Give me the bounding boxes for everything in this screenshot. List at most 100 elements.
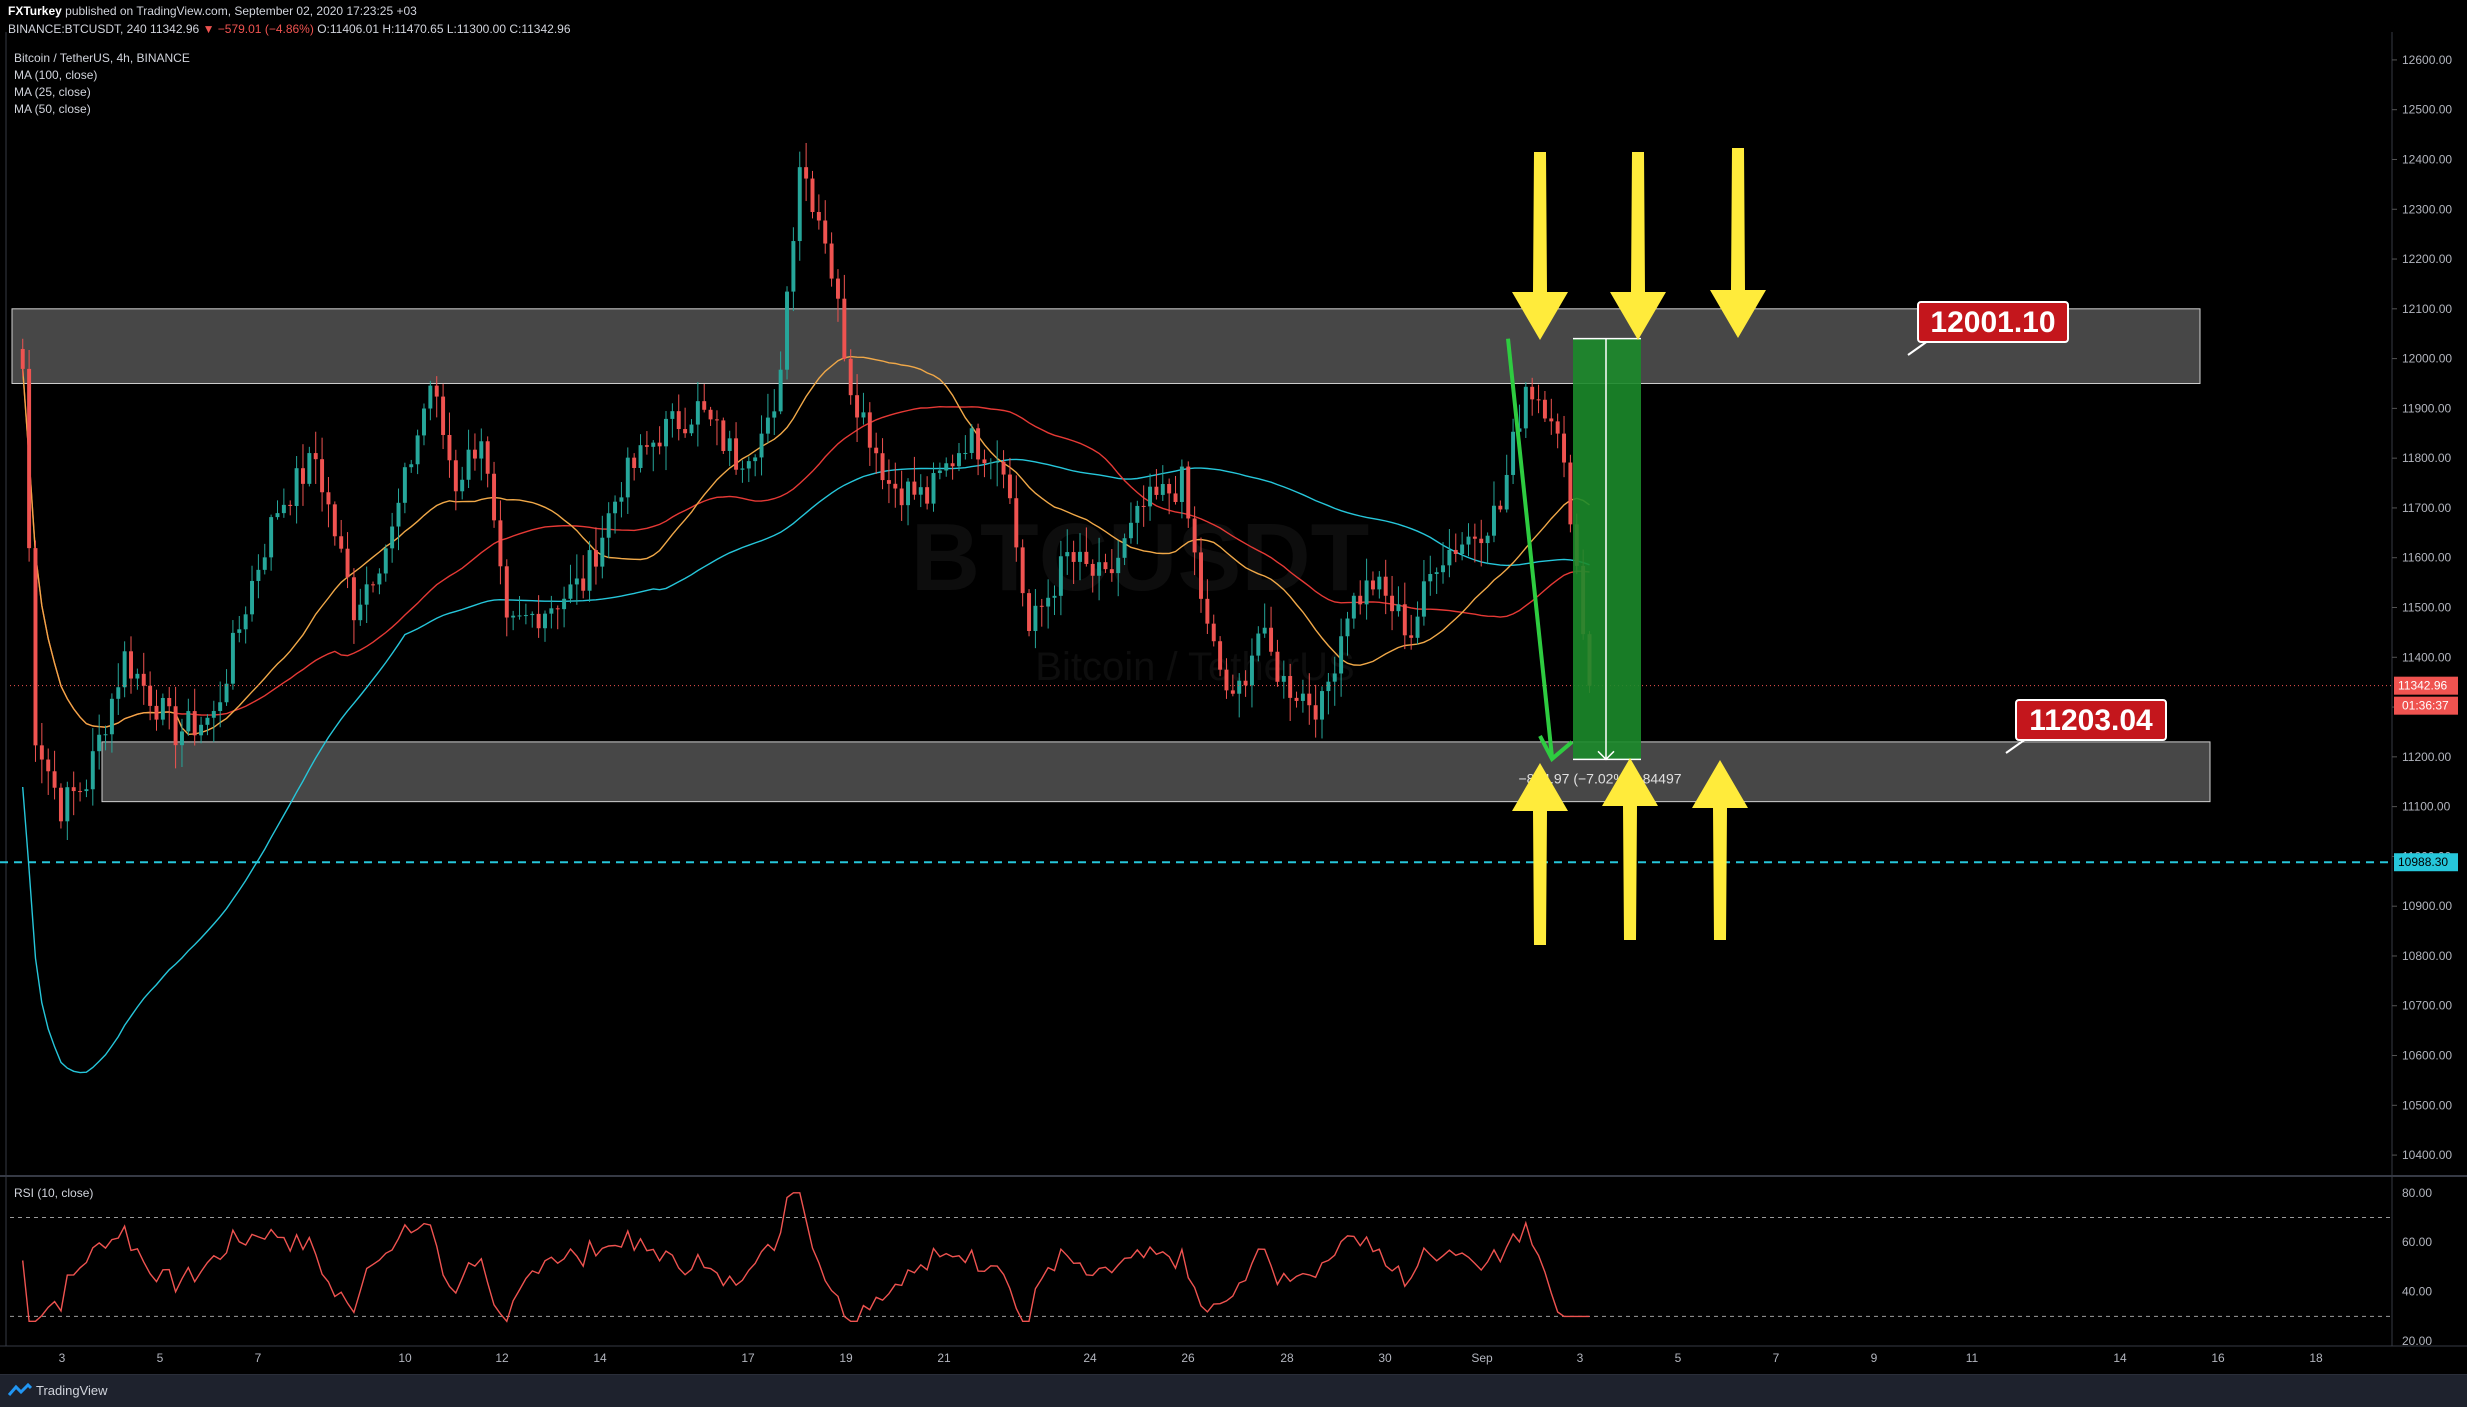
rsi-tick-label: 40.00 <box>2402 1285 2432 1299</box>
candle <box>1071 552 1076 562</box>
candle <box>562 598 567 610</box>
candle <box>320 459 325 493</box>
candle <box>746 461 751 469</box>
legend-ma50[interactable]: MA (50, close) <box>14 102 91 116</box>
candle <box>536 613 541 629</box>
candle <box>179 731 184 746</box>
legend-ma100[interactable]: MA (100, close) <box>14 68 98 82</box>
time-tick-label: 5 <box>157 1351 164 1365</box>
price-tick-label: 12100.00 <box>2402 302 2452 316</box>
support-zone <box>101 741 2211 803</box>
candle <box>78 791 83 793</box>
candle <box>785 291 789 370</box>
candle <box>797 167 802 242</box>
time-tick-label: 19 <box>839 1351 853 1365</box>
candle <box>568 584 573 599</box>
time-tick-label: 5 <box>1675 1351 1682 1365</box>
time-tick-label: 3 <box>1577 1351 1584 1365</box>
rsi-pane: 80.00 60.00 40.00 20.00 <box>10 1186 2432 1348</box>
candle <box>950 463 955 467</box>
price-tick-label: 12300.00 <box>2402 202 2452 216</box>
candle <box>173 706 178 746</box>
resistance-callout-box <box>1917 301 2069 343</box>
candle <box>912 481 917 495</box>
candle <box>1421 581 1426 617</box>
candle <box>702 401 707 410</box>
candle <box>453 460 458 492</box>
ma25-line <box>22 355 1590 736</box>
candle <box>1453 549 1458 554</box>
candle <box>428 385 433 409</box>
candle <box>1262 627 1267 634</box>
time-tick-label: 7 <box>1773 1351 1780 1365</box>
candle <box>714 419 719 421</box>
candle <box>517 615 522 617</box>
candle <box>275 513 280 518</box>
candle <box>1230 690 1235 694</box>
chart-background <box>0 0 2467 1374</box>
time-tick-label: 3 <box>59 1351 66 1365</box>
candle <box>84 789 89 792</box>
time-tick-label: Sep <box>1471 1351 1493 1365</box>
candle <box>1007 474 1012 499</box>
price-tick-label: 11100.00 <box>2402 800 2451 814</box>
candle <box>855 395 860 418</box>
price-tick-label: 11200.00 <box>2402 750 2451 764</box>
candle <box>1090 563 1095 576</box>
candle <box>1141 505 1146 507</box>
candle <box>1160 484 1165 495</box>
candle <box>753 457 758 462</box>
candle <box>160 697 165 720</box>
price-tick-label: 11400.00 <box>2402 650 2451 664</box>
price-axis[interactable]: 12600.00 12500.00 12400.00 12300.00 12200.00… <box>2392 53 2458 1162</box>
time-axis[interactable]: 3 5 7 10 12 14 17 19 21 24 26 28 30 Sep 3 5 7 9 11 14 16 18 <box>59 1351 2323 1365</box>
legend-title[interactable]: Bitcoin / TetherUS, 4h, BINANCE <box>14 51 190 65</box>
candle <box>721 420 726 451</box>
candle <box>1039 605 1044 607</box>
candle <box>326 492 331 505</box>
ma100-line <box>22 458 1590 1074</box>
rsi-tick-label: 20.00 <box>2402 1334 2432 1348</box>
candle <box>262 557 267 570</box>
candle <box>20 348 25 369</box>
candle <box>148 685 153 706</box>
publisher-name[interactable]: FXTurkey <box>8 4 62 18</box>
candle <box>1020 547 1025 594</box>
symbol-line: BINANCE:BTCUSDT, 240 <box>8 22 147 36</box>
candle <box>332 504 337 537</box>
candle <box>530 613 535 616</box>
yellow-down-arrow <box>1710 148 1766 338</box>
chart-grid <box>0 0 2467 1374</box>
candle <box>1243 680 1248 686</box>
candle <box>1097 562 1102 576</box>
rsi-label[interactable]: RSI (10, close) <box>14 1186 94 1200</box>
candle <box>250 580 254 615</box>
candle <box>944 463 949 471</box>
candle <box>237 629 242 633</box>
candle <box>606 513 611 538</box>
legend-ma25[interactable]: MA (25, close) <box>14 85 91 99</box>
candle <box>472 449 477 459</box>
candle <box>1358 595 1363 605</box>
candle <box>109 698 114 735</box>
candle <box>651 442 656 447</box>
candle <box>734 438 739 470</box>
yellow-down-arrow <box>1610 152 1666 340</box>
candle <box>804 167 809 179</box>
tradingview-logo-icon[interactable] <box>8 1383 32 1399</box>
countdown-label: 01:36:37 <box>2402 699 2449 713</box>
candle <box>1205 598 1210 624</box>
footer-brand[interactable]: TradingView <box>36 1383 108 1398</box>
candle <box>740 468 745 470</box>
candle <box>893 483 898 489</box>
candle <box>867 412 872 448</box>
symbol-info: BINANCE:BTCUSDT, 240 11342.96 ▼ −579.01 … <box>8 22 571 36</box>
candle <box>1275 651 1280 682</box>
zones <box>11 308 2211 803</box>
candle <box>33 548 38 746</box>
candle <box>511 615 516 618</box>
candle <box>205 717 210 725</box>
candle <box>1186 466 1191 519</box>
candle <box>441 396 446 435</box>
